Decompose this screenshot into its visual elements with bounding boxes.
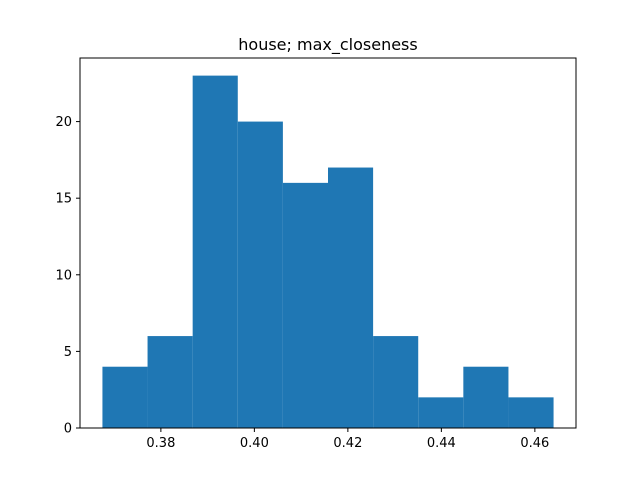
- x-tick-label-2: 0.42: [333, 436, 362, 451]
- y-tick-label-2: 10: [55, 268, 72, 283]
- plot-frame: [79, 57, 577, 429]
- histogram-bar-9: [508, 397, 554, 428]
- histogram-bar-1: [147, 336, 193, 428]
- x-tick-label-3: 0.44: [427, 436, 456, 451]
- y-tick-label-3: 15: [55, 192, 72, 207]
- y-axis: 0 5 10 15 20: [55, 115, 80, 437]
- chart-title: house; max_closeness: [238, 35, 417, 55]
- y-tick-label-1: 5: [64, 345, 72, 360]
- histogram-bar-8: [463, 366, 509, 428]
- histogram-bar-2: [192, 75, 238, 428]
- bars-layer: [102, 75, 554, 429]
- x-tick-label-0: 0.38: [146, 436, 175, 451]
- y-tick-label-0: 0: [64, 422, 72, 437]
- histogram-bar-7: [418, 397, 464, 428]
- x-tick-label-1: 0.40: [240, 436, 269, 451]
- histogram-bar-6: [373, 336, 419, 428]
- histogram-bar-3: [237, 121, 283, 428]
- histogram-bar-4: [282, 182, 328, 428]
- y-tick-label-4: 20: [55, 115, 72, 130]
- histogram-bar-5: [328, 167, 374, 429]
- x-axis: 0.38 0.40 0.42 0.44 0.46: [146, 428, 549, 451]
- x-tick-label-4: 0.46: [520, 436, 549, 451]
- histogram-bar-0: [102, 366, 148, 428]
